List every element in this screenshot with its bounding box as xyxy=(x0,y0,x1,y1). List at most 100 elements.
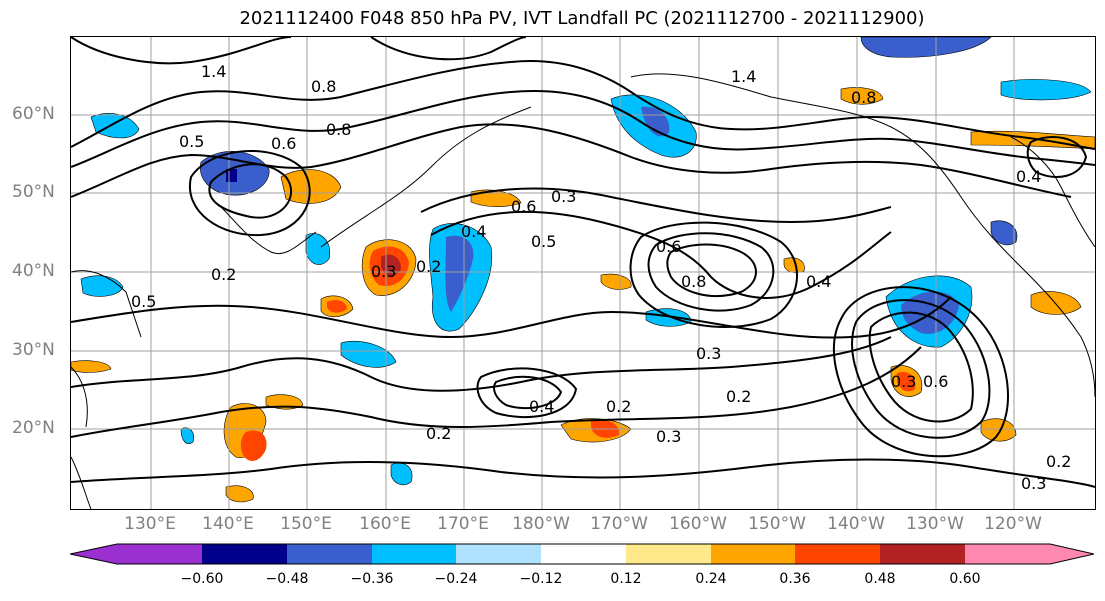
pos-anomaly-east-tiny xyxy=(783,257,805,273)
lon-label-130e: 130°E xyxy=(124,514,176,534)
colorbar-tick: −0.36 xyxy=(350,571,394,587)
neg-anomaly-alaska-inner xyxy=(641,106,670,137)
neg-anomaly-sw-coast xyxy=(1000,79,1092,101)
contour-label: 0.8 xyxy=(311,77,336,96)
map-canvas: 1.4 0.8 0.8 0.6 0.5 0.2 0.4 0.6 0.3 0.3 … xyxy=(71,37,1095,509)
neg-anomaly-japan xyxy=(80,275,124,297)
contour-label: 0.6 xyxy=(656,237,681,256)
contour-label: 0.8 xyxy=(326,120,351,139)
colorbar-segment xyxy=(372,544,456,564)
neg-anomaly-central-inner xyxy=(445,235,474,312)
colorbar-tick: 0.60 xyxy=(949,571,981,587)
contour-label: 0.2 xyxy=(606,397,631,416)
contour-label: 0.2 xyxy=(211,265,236,284)
pos-anomaly-far-north xyxy=(840,87,884,105)
map-panel: 1.4 0.8 0.8 0.6 0.5 0.2 0.4 0.6 0.3 0.3 … xyxy=(70,36,1096,510)
colorbar-extend-max xyxy=(1050,544,1094,564)
contour-label: 0.8 xyxy=(851,88,876,107)
colorbar-segment xyxy=(456,544,541,564)
colorbar-tick: −0.12 xyxy=(519,571,563,587)
coastline-aleutians xyxy=(320,106,532,248)
pos-anomaly-west-strip xyxy=(71,360,112,373)
contour-label: 0.6 xyxy=(511,197,536,216)
contour-labels: 1.4 0.8 0.8 0.6 0.5 0.2 0.4 0.6 0.3 0.3 … xyxy=(131,62,1071,493)
contour-label: 0.2 xyxy=(426,424,451,443)
lon-label-160e: 160°E xyxy=(359,514,411,534)
lon-label-160w: 160°W xyxy=(669,514,727,534)
colorbar-segment xyxy=(795,544,880,564)
colorbar-tick: 0.12 xyxy=(610,571,642,587)
contour-label: 0.3 xyxy=(656,427,681,446)
neg-anomaly-bering-top xyxy=(860,37,992,58)
neg-anomaly-north-west xyxy=(90,113,140,139)
lat-label-20n: 20°N xyxy=(12,418,55,438)
pos-anomaly-sw-1-core xyxy=(240,430,267,461)
neg-anomaly-sub-tropic xyxy=(340,340,397,368)
contour-lines xyxy=(71,37,1095,488)
colorbar-segment xyxy=(541,544,626,564)
lon-label-170e: 170°E xyxy=(437,514,489,534)
lon-label-150w: 150°W xyxy=(748,514,806,534)
colorbar-segment xyxy=(287,544,372,564)
colorbar xyxy=(70,543,1094,565)
contour-label: 0.5 xyxy=(179,132,204,151)
colorbar-segment xyxy=(965,544,1050,564)
lon-label-140e: 140°E xyxy=(202,514,254,534)
contour-label: 0.2 xyxy=(726,387,751,406)
pos-anomaly-small-west-core xyxy=(327,299,347,313)
contour-label: 0.3 xyxy=(1021,474,1046,493)
contour-label: 0.3 xyxy=(696,344,721,363)
contour-label: 0.4 xyxy=(1016,167,1041,186)
neg-anomaly-coast xyxy=(990,220,1018,246)
colorbar-tick: 0.24 xyxy=(695,571,727,587)
contour-label: 0.3 xyxy=(551,187,576,206)
coastline-japan xyxy=(220,206,317,255)
lat-label-50n: 50°N xyxy=(12,182,55,202)
contour-label: 0.4 xyxy=(806,272,831,291)
colorbar-tick: −0.48 xyxy=(265,571,309,587)
pos-anomaly-east-small xyxy=(600,273,632,290)
pos-anomaly-center-north xyxy=(470,189,522,207)
lat-label-30n: 30°N xyxy=(12,340,55,360)
contour-label: 0.5 xyxy=(531,232,556,251)
colorbar-segments xyxy=(70,543,1094,565)
coastline-na-west xyxy=(1010,136,1095,248)
colorbar-extend-min xyxy=(70,544,117,564)
neg-anomaly-east-mid xyxy=(645,308,692,327)
colorbar-tick: −0.24 xyxy=(434,571,478,587)
contour-label: 0.6 xyxy=(271,134,296,153)
coastlines xyxy=(71,73,1095,509)
colorbar-segment xyxy=(202,544,287,564)
contour-label: 0.4 xyxy=(529,397,554,416)
colorbar-segment xyxy=(117,544,202,564)
lon-label-130w: 130°W xyxy=(906,514,964,534)
contour-label: 1.4 xyxy=(731,67,756,86)
colorbar-tick: −0.60 xyxy=(180,571,224,587)
map-title: 2021112400 F048 850 hPa PV, IVT Landfall… xyxy=(239,8,925,29)
lon-label-170w: 170°W xyxy=(590,514,648,534)
neg-anomaly-south-w xyxy=(180,427,194,444)
neg-anomaly-west-small xyxy=(305,233,331,265)
colorbar-tick: 0.48 xyxy=(864,571,896,587)
lon-label-150e: 150°E xyxy=(280,514,332,534)
colorbar-outline xyxy=(70,543,1094,565)
contour-label: 0.5 xyxy=(131,292,156,311)
colorbar-segment xyxy=(880,544,965,564)
contour-label: 0.2 xyxy=(1046,452,1071,471)
contour-label: 0.6 xyxy=(923,372,948,391)
lat-label-40n: 40°N xyxy=(12,261,55,281)
lon-label-120w: 120°W xyxy=(984,514,1042,534)
contour-label: 0.4 xyxy=(461,222,486,241)
coastline-alaska xyxy=(630,73,1095,398)
contour-label: 1.4 xyxy=(201,62,226,81)
pv-anomaly-fills xyxy=(71,37,1095,503)
contour-label: 0.3 xyxy=(371,262,396,281)
pos-anomaly-lower-right-core xyxy=(897,371,916,392)
colorbar-tick: 0.36 xyxy=(779,571,811,587)
pos-anomaly-east-mid xyxy=(1030,291,1082,315)
lon-label-140w: 140°W xyxy=(827,514,885,534)
pos-anomaly-bottom-w xyxy=(225,485,254,503)
contour-label: 0.3 xyxy=(891,372,916,391)
pos-anomaly-se-coast xyxy=(980,418,1017,442)
lon-label-180w: 180°W xyxy=(512,514,570,534)
